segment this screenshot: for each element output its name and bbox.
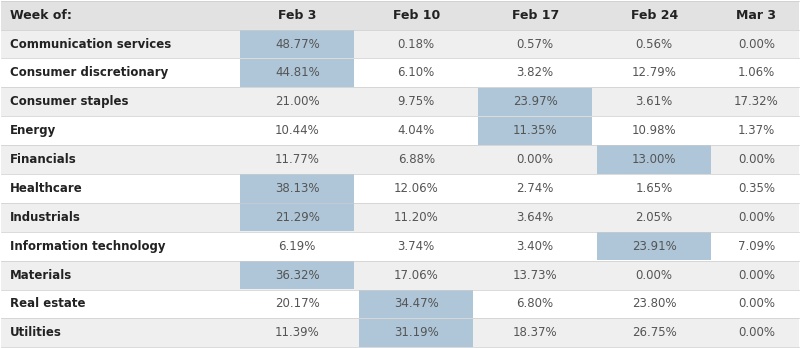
Text: 17.32%: 17.32% — [734, 95, 779, 108]
Text: 3.40%: 3.40% — [517, 240, 554, 253]
Text: 7.09%: 7.09% — [738, 240, 775, 253]
Text: 11.77%: 11.77% — [275, 153, 320, 166]
Text: 3.82%: 3.82% — [517, 66, 554, 79]
Text: 2.05%: 2.05% — [635, 211, 673, 224]
Text: 0.00%: 0.00% — [738, 326, 775, 339]
Text: 23.80%: 23.80% — [632, 298, 676, 310]
Text: Week of:: Week of: — [10, 9, 72, 22]
Text: 6.80%: 6.80% — [517, 298, 554, 310]
Bar — [1, 203, 799, 232]
Text: 11.35%: 11.35% — [513, 124, 558, 137]
Text: 1.06%: 1.06% — [738, 66, 775, 79]
Bar — [1, 1, 799, 30]
Text: 0.00%: 0.00% — [738, 269, 775, 282]
Text: 36.32%: 36.32% — [275, 269, 319, 282]
Bar — [1, 145, 799, 174]
Text: 1.65%: 1.65% — [635, 182, 673, 195]
Text: 0.18%: 0.18% — [398, 38, 434, 50]
Bar — [1, 87, 799, 116]
Text: Healthcare: Healthcare — [10, 182, 83, 195]
Text: 9.75%: 9.75% — [398, 95, 435, 108]
Bar — [359, 319, 474, 347]
Bar — [1, 318, 799, 347]
Text: 21.00%: 21.00% — [275, 95, 319, 108]
Text: 1.37%: 1.37% — [738, 124, 775, 137]
Bar — [359, 290, 474, 318]
Text: 12.06%: 12.06% — [394, 182, 438, 195]
Text: Industrials: Industrials — [10, 211, 81, 224]
Text: Utilities: Utilities — [10, 326, 62, 339]
Text: 26.75%: 26.75% — [632, 326, 677, 339]
Text: Real estate: Real estate — [10, 298, 86, 310]
Text: 0.00%: 0.00% — [517, 153, 554, 166]
Text: 21.29%: 21.29% — [275, 211, 320, 224]
Text: 2.74%: 2.74% — [517, 182, 554, 195]
Text: Information technology: Information technology — [10, 240, 166, 253]
Text: 31.19%: 31.19% — [394, 326, 438, 339]
Text: Consumer discretionary: Consumer discretionary — [10, 66, 169, 79]
Bar — [1, 30, 799, 58]
Bar — [1, 290, 799, 318]
Text: 17.06%: 17.06% — [394, 269, 438, 282]
Text: 38.13%: 38.13% — [275, 182, 319, 195]
Text: Feb 24: Feb 24 — [630, 9, 678, 22]
Text: 10.44%: 10.44% — [275, 124, 320, 137]
Text: Feb 3: Feb 3 — [278, 9, 317, 22]
Bar — [1, 174, 799, 203]
Bar — [1, 261, 799, 290]
Text: 48.77%: 48.77% — [275, 38, 320, 50]
Text: 13.73%: 13.73% — [513, 269, 558, 282]
Text: 0.00%: 0.00% — [738, 211, 775, 224]
Text: Feb 10: Feb 10 — [393, 9, 440, 22]
Bar — [1, 116, 799, 145]
Text: 3.74%: 3.74% — [398, 240, 435, 253]
Text: 44.81%: 44.81% — [275, 66, 320, 79]
Text: 20.17%: 20.17% — [275, 298, 320, 310]
Text: 0.00%: 0.00% — [738, 298, 775, 310]
Text: 3.61%: 3.61% — [635, 95, 673, 108]
Text: 4.04%: 4.04% — [398, 124, 435, 137]
Bar — [240, 174, 354, 203]
Text: 0.00%: 0.00% — [636, 269, 673, 282]
Bar — [597, 145, 711, 174]
Bar — [1, 58, 799, 87]
Bar — [597, 232, 711, 260]
Text: 18.37%: 18.37% — [513, 326, 558, 339]
Text: Consumer staples: Consumer staples — [10, 95, 129, 108]
Text: 23.97%: 23.97% — [513, 95, 558, 108]
Text: 6.10%: 6.10% — [398, 66, 435, 79]
Text: 12.79%: 12.79% — [632, 66, 677, 79]
Text: Mar 3: Mar 3 — [737, 9, 777, 22]
Text: 0.35%: 0.35% — [738, 182, 775, 195]
Text: 34.47%: 34.47% — [394, 298, 438, 310]
Bar — [240, 203, 354, 231]
Bar — [240, 261, 354, 289]
Text: 10.98%: 10.98% — [632, 124, 677, 137]
Text: 3.64%: 3.64% — [517, 211, 554, 224]
Text: Materials: Materials — [10, 269, 73, 282]
Text: 0.00%: 0.00% — [738, 38, 775, 50]
Text: 0.57%: 0.57% — [517, 38, 554, 50]
Text: 6.88%: 6.88% — [398, 153, 434, 166]
Text: 0.00%: 0.00% — [738, 153, 775, 166]
Text: 6.19%: 6.19% — [278, 240, 316, 253]
Text: Communication services: Communication services — [10, 38, 171, 50]
Bar — [478, 117, 592, 145]
Text: Feb 17: Feb 17 — [511, 9, 559, 22]
Text: 0.56%: 0.56% — [635, 38, 673, 50]
Bar — [240, 30, 354, 58]
Text: 13.00%: 13.00% — [632, 153, 676, 166]
Bar — [1, 232, 799, 261]
Text: Financials: Financials — [10, 153, 77, 166]
Text: 11.20%: 11.20% — [394, 211, 438, 224]
Text: 11.39%: 11.39% — [275, 326, 320, 339]
Text: Energy: Energy — [10, 124, 57, 137]
Bar — [240, 59, 354, 87]
Text: 23.91%: 23.91% — [632, 240, 677, 253]
Bar — [478, 88, 592, 116]
